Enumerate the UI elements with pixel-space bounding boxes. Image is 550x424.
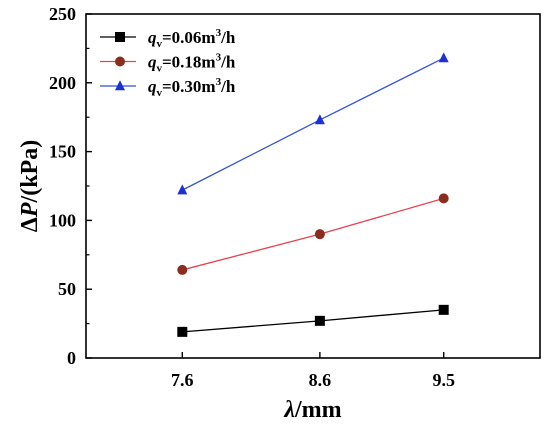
legend-label: qv=0.18m3/h xyxy=(148,52,236,75)
series-square xyxy=(177,304,449,337)
y-tick-label: 0 xyxy=(67,348,76,368)
axes: 0 50 100 150 200 250 7.6 8.6 9.5 λ/mm ΔP/(kPa) xyxy=(17,4,541,423)
legend-marker xyxy=(115,32,125,42)
y-tick-label: 150 xyxy=(49,142,76,162)
x-tick-label: 9.5 xyxy=(432,370,455,390)
data-point xyxy=(177,264,188,275)
legend-label: qv=0.30m3/h xyxy=(148,76,236,99)
legend-marker xyxy=(115,56,125,67)
data-point xyxy=(438,193,449,204)
x-tick-label: 7.6 xyxy=(171,370,194,390)
plot-area xyxy=(177,52,449,337)
series-circle xyxy=(177,193,449,275)
data-point xyxy=(314,315,325,326)
legend-marker xyxy=(115,80,125,91)
data-point xyxy=(177,326,188,337)
series-line xyxy=(182,309,444,333)
legend-entry: qv=0.30m3/h xyxy=(100,76,236,99)
series-triangle xyxy=(177,52,449,195)
legend-entry: qv=0.18m3/h xyxy=(100,52,236,75)
y-tick-label: 100 xyxy=(49,210,76,230)
legend-label: qv=0.06m3/h xyxy=(148,27,236,50)
y-tick-label: 50 xyxy=(58,279,76,299)
data-point xyxy=(438,304,449,315)
x-axis-title: λ/mm xyxy=(283,397,341,423)
y-axis-title: ΔP/(kPa) xyxy=(17,140,43,232)
series-line xyxy=(182,197,444,271)
data-point xyxy=(314,114,325,125)
x-tick-label: 8.6 xyxy=(309,370,332,390)
y-tick-label: 200 xyxy=(49,73,76,93)
data-point xyxy=(314,229,325,240)
data-point xyxy=(438,52,449,63)
legend: qv=0.06m3/hqv=0.18m3/hqv=0.30m3/h xyxy=(100,27,236,99)
data-point xyxy=(177,184,188,195)
y-tick-label: 250 xyxy=(49,4,76,24)
legend-entry: qv=0.06m3/h xyxy=(100,27,236,50)
